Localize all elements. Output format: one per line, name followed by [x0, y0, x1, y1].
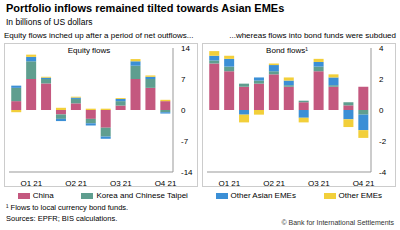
html-text:Portfolio inflows remained til: Portfolio inflows remained tilted toward… [6, 2, 285, 14]
svg-text:-2: -2 [379, 137, 387, 146]
html-text:Equity flows inched up after a: Equity flows inched up after a period of… [4, 31, 194, 40]
svg-text:-7: -7 [181, 137, 189, 146]
svg-text:-4: -4 [379, 168, 387, 177]
svg-text:Q4 21: Q4 21 [353, 179, 375, 186]
svg-text:Q2 21: Q2 21 [263, 179, 285, 186]
html-text:Sources: EPFR; BIS calculation: Sources: EPFR; BIS calculations. [6, 214, 118, 223]
svg-text:Q3 21: Q3 21 [110, 179, 132, 186]
html-text:¹ Flows to local currency bond: ¹ Flows to local currency bond funds. [6, 203, 129, 212]
svg-text:0: 0 [181, 106, 186, 115]
svg-text:14: 14 [181, 44, 190, 53]
html-text:...whereas flows into bond fun: ...whereas flows into bond funds were su… [229, 31, 396, 40]
svg-text:Q2 21: Q2 21 [65, 179, 87, 186]
html-text:Other Asian EMEs: Other Asian EMEs [230, 191, 296, 200]
html-text:In billions of US dollars: In billions of US dollars [6, 17, 93, 27]
svg-text:Q4 21: Q4 21 [155, 179, 177, 186]
html-text:Bond flows¹: Bond flows¹ [266, 46, 308, 55]
svg-text:0: 0 [379, 106, 384, 115]
svg-text:4: 4 [379, 44, 384, 53]
svg-text:-14: -14 [181, 168, 193, 177]
html-text:Other EMEs: Other EMEs [338, 191, 383, 200]
html-text:Korea and Chinese Taipei: Korea and Chinese Taipei [96, 191, 188, 200]
svg-text:2: 2 [379, 75, 384, 84]
svg-text:Q1 21: Q1 21 [218, 179, 240, 186]
svg-text:Q1 21: Q1 21 [20, 179, 42, 186]
html-text:© Bank for International Settl: © Bank for International Settlements [281, 219, 394, 226]
html-text:Equity flows: Equity flows [67, 46, 111, 55]
html-text:China: China [32, 191, 54, 200]
svg-text:7: 7 [181, 75, 186, 84]
svg-text:Q3 21: Q3 21 [308, 179, 330, 186]
